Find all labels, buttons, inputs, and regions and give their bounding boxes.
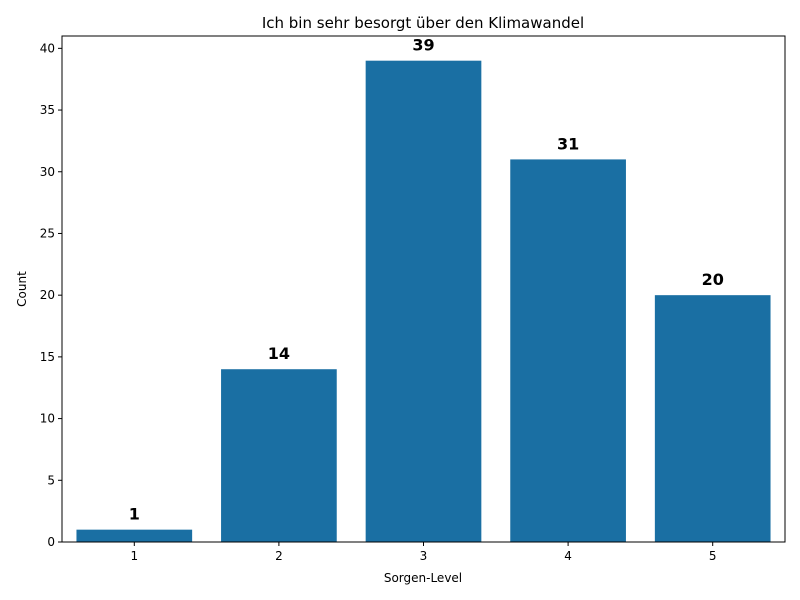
x-axis-label: Sorgen-Level <box>384 571 462 585</box>
data-label: 31 <box>557 134 579 153</box>
data-label: 20 <box>702 270 724 289</box>
x-tick-label: 4 <box>564 549 572 563</box>
bar-4 <box>510 159 626 543</box>
x-tick-label: 1 <box>130 549 138 563</box>
bar-1 <box>76 529 193 542</box>
x-tick-label: 3 <box>420 549 428 563</box>
x-tick-label: 2 <box>275 549 283 563</box>
y-tick-label: 20 <box>40 288 55 302</box>
data-label: 39 <box>412 36 434 55</box>
data-label: 14 <box>268 344 290 363</box>
x-tick-label: 5 <box>709 549 717 563</box>
bar-2 <box>221 369 337 542</box>
y-axis-label: Count <box>15 271 29 307</box>
chart-title: Ich bin sehr besorgt über den Klimawande… <box>262 14 584 32</box>
y-tick-label: 15 <box>40 350 55 364</box>
y-tick-label: 35 <box>40 103 55 117</box>
y-tick-label: 25 <box>40 226 55 240</box>
data-label: 1 <box>129 505 140 524</box>
y-tick-label: 10 <box>40 412 55 426</box>
y-tick-label: 5 <box>47 473 55 487</box>
y-tick-label: 40 <box>40 41 55 55</box>
y-tick-label: 30 <box>40 165 55 179</box>
plot-area: 0 5 10 15 20 25 30 35 40 1 2 3 4 5 1 14 39 31 20 <box>40 35 786 563</box>
bar-5 <box>654 295 771 542</box>
y-tick-label: 0 <box>47 535 55 549</box>
bar-3 <box>365 60 482 543</box>
